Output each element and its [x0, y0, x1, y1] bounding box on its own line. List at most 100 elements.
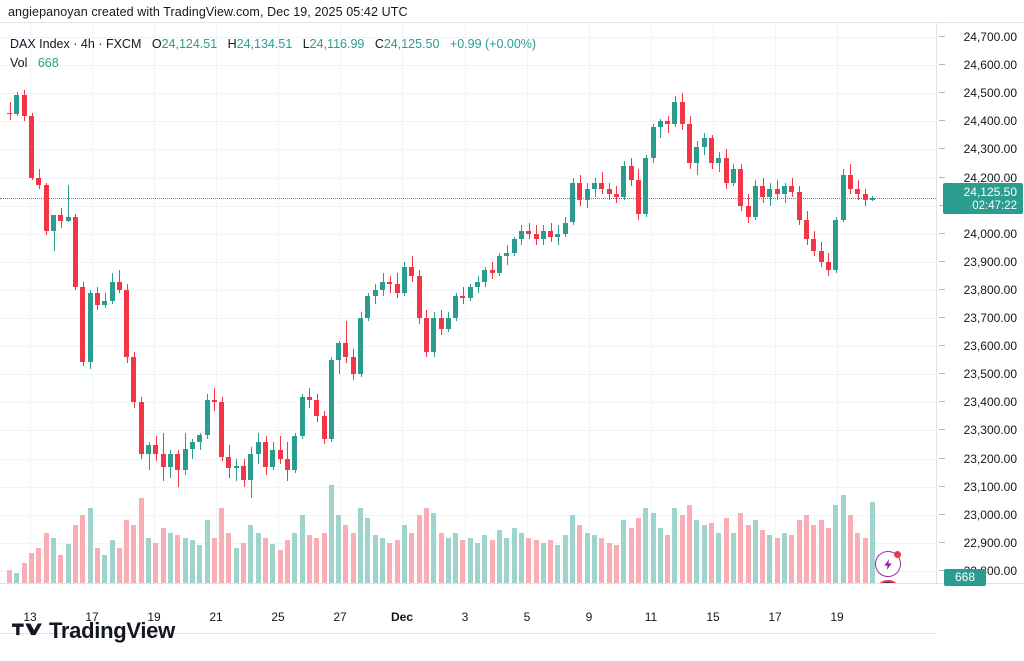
candle-body	[592, 183, 598, 189]
legend-high-label: H	[227, 37, 237, 51]
volume-bar	[7, 570, 13, 583]
price-tick-dash	[939, 64, 945, 66]
price-tick-dash	[939, 569, 945, 571]
time-axis-tick: 19	[830, 610, 844, 624]
candle-body	[431, 318, 437, 352]
candle-body	[613, 194, 619, 198]
gridline-horizontal	[0, 458, 936, 460]
price-axis-tick: 23,000.00	[937, 507, 1024, 523]
chart-legend: DAX Index · 4h · FXCM O24,124.51 H24,134…	[10, 35, 536, 72]
price-tick-dash	[939, 288, 945, 290]
time-axis-tick: Dec	[390, 610, 414, 624]
time-axis[interactable]: 13 17 19 21 25 27 Dec 3 5 9 11 15 17 19	[0, 606, 936, 634]
price-tick-dash	[939, 541, 945, 543]
volume-bar	[606, 542, 612, 583]
volume-bar	[862, 537, 868, 583]
legend-symbol[interactable]: DAX Index	[10, 37, 70, 51]
tradingview-wordmark: TradingView	[49, 618, 175, 643]
candle-body	[350, 357, 356, 375]
volume-bar	[496, 530, 502, 583]
candle-body	[116, 281, 122, 290]
candle-body	[423, 318, 429, 352]
volume-bar	[840, 495, 846, 583]
price-axis-tick: 24,600.00	[937, 57, 1024, 73]
attribution-text: angiepanoyan created with TradingView.co…	[8, 5, 408, 19]
volume-bar	[365, 517, 371, 583]
volume-bar	[80, 515, 86, 583]
candle-body	[526, 230, 532, 234]
candle-body	[263, 441, 269, 467]
volume-bar	[255, 532, 261, 583]
volume-bar	[350, 532, 356, 583]
candle-body	[475, 281, 481, 288]
candle-body	[175, 454, 181, 470]
volume-bar	[460, 540, 466, 583]
candle-body	[109, 281, 115, 302]
volume-bar	[160, 527, 166, 583]
candle-body	[29, 115, 35, 178]
gridline-horizontal	[0, 65, 936, 67]
volume-bar	[277, 550, 283, 583]
volume-bar	[570, 515, 576, 583]
volume-bar	[263, 537, 269, 583]
candle-wick	[105, 292, 106, 309]
candle-body	[248, 454, 254, 480]
volume-bar	[299, 515, 305, 583]
candle-body	[43, 184, 49, 231]
legend-low-value: 24,116.99	[309, 37, 365, 51]
candle-body	[584, 188, 590, 201]
price-tick-dash	[939, 260, 945, 262]
candle-body	[416, 275, 422, 319]
candle-body	[277, 450, 283, 459]
candle-body	[241, 465, 247, 480]
candle-wick	[54, 219, 55, 251]
legend-volume-label: Vol	[10, 56, 28, 70]
current-price-badge[interactable]: 24,125.50 02:47:22	[943, 183, 1023, 215]
candle-body	[825, 261, 831, 271]
candle-body	[445, 318, 451, 330]
price-axis-tick: 23,600.00	[937, 338, 1024, 354]
volume-bar	[540, 542, 546, 583]
price-axis[interactable]: 24,700.00 24,600.00 24,500.00 24,400.00 24,3…	[936, 22, 1024, 586]
gridline-vertical	[278, 23, 279, 583]
candle-body	[409, 267, 415, 276]
price-tick-dash	[939, 401, 945, 403]
candle-body	[752, 185, 758, 217]
candle-body	[782, 185, 788, 195]
candle-body	[628, 166, 634, 181]
volume-bar	[774, 537, 780, 583]
legend-interval[interactable]: 4h	[80, 37, 95, 51]
chart-frame: DAX Index · 4h · FXCM O24,124.51 H24,134…	[0, 22, 1024, 634]
candle-wick	[616, 185, 617, 203]
volume-bar	[401, 525, 407, 583]
gridline-vertical	[651, 23, 652, 583]
volume-value-badge[interactable]: 668	[944, 569, 986, 586]
candle-body	[453, 295, 459, 319]
candle-body	[789, 185, 795, 192]
volume-bar	[445, 537, 451, 583]
time-axis-tick: 11	[644, 610, 658, 624]
candle-body	[153, 444, 159, 455]
volume-bar	[197, 545, 203, 583]
candle-wick	[236, 458, 237, 482]
candle-body	[160, 454, 166, 467]
volume-bar	[789, 535, 795, 583]
volume-bar	[306, 535, 312, 583]
notification-dot-icon	[894, 551, 901, 558]
price-axis-tick: 24,500.00	[937, 85, 1024, 101]
candle-body	[760, 185, 766, 198]
candle-wick	[10, 101, 11, 120]
time-axis-tick: 17	[768, 610, 782, 624]
candle-body	[146, 444, 152, 455]
chart-pane[interactable]: DAX Index · 4h · FXCM O24,124.51 H24,134…	[0, 22, 936, 584]
candle-body	[394, 284, 400, 293]
volume-bar	[730, 532, 736, 583]
price-axis-tick: 23,200.00	[937, 451, 1024, 467]
volume-bar	[650, 512, 656, 583]
legend-low-label: L	[302, 37, 310, 51]
candle-body	[167, 454, 173, 467]
price-axis-tick: 24,300.00	[937, 141, 1024, 157]
candle-body	[204, 399, 210, 435]
alert-lightning-button[interactable]	[875, 551, 901, 577]
volume-bar	[489, 540, 495, 583]
